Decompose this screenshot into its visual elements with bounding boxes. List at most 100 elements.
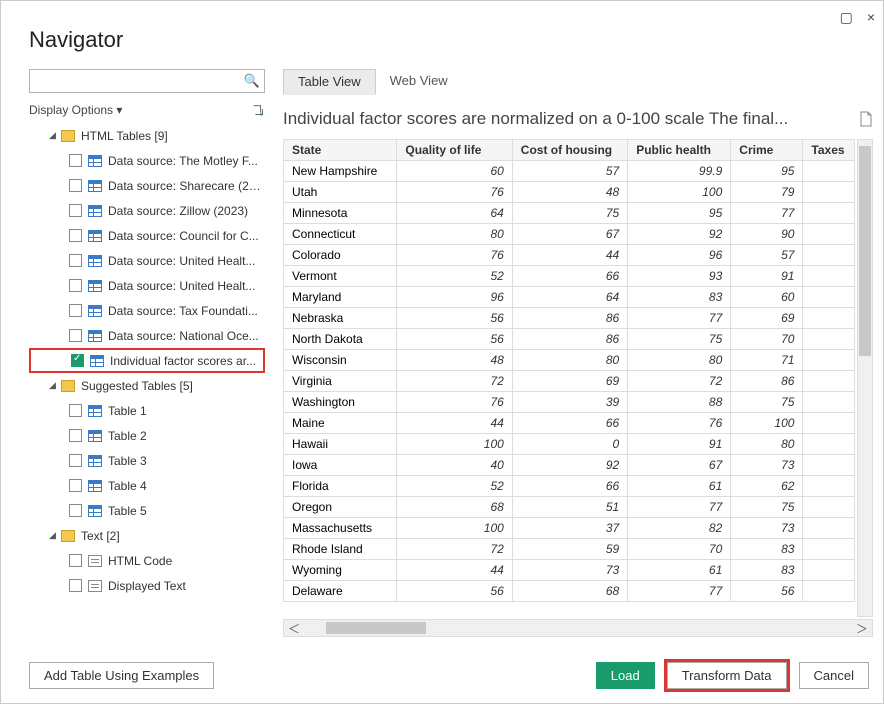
checkbox[interactable] <box>69 254 82 267</box>
checkbox[interactable] <box>69 179 82 192</box>
table-cell: 64 <box>397 203 512 224</box>
preview-options-icon[interactable] <box>859 111 873 127</box>
tree-row[interactable]: Displayed Text <box>29 573 265 598</box>
table-cell: 39 <box>512 392 627 413</box>
tree-row[interactable]: Data source: Council for C... <box>29 223 265 248</box>
close-icon[interactable]: × <box>867 9 875 26</box>
checkbox[interactable] <box>71 354 84 367</box>
tree-row[interactable]: Data source: Sharecare (20... <box>29 173 265 198</box>
tree-row[interactable]: Table 3 <box>29 448 265 473</box>
table-cell: 56 <box>397 329 512 350</box>
add-table-examples-button[interactable]: Add Table Using Examples <box>29 662 214 689</box>
table-row[interactable]: Wisconsin48808071 <box>284 350 855 371</box>
table-row[interactable]: Vermont52669391 <box>284 266 855 287</box>
table-cell: 60 <box>731 287 803 308</box>
table-row[interactable]: Minnesota64759577 <box>284 203 855 224</box>
table-row[interactable]: Florida52666162 <box>284 476 855 497</box>
tab-web-view[interactable]: Web View <box>376 69 462 95</box>
table-row[interactable]: New Hampshire605799.995 <box>284 161 855 182</box>
tree-row[interactable]: Table 4 <box>29 473 265 498</box>
table-row[interactable]: Massachusetts100378273 <box>284 518 855 539</box>
checkbox[interactable] <box>69 154 82 167</box>
table-row[interactable]: Connecticut80679290 <box>284 224 855 245</box>
table-cell: 96 <box>397 287 512 308</box>
table-row[interactable]: North Dakota56867570 <box>284 329 855 350</box>
tree-row[interactable]: Table 2 <box>29 423 265 448</box>
checkbox[interactable] <box>69 579 82 592</box>
tree-row[interactable]: Data source: The Motley F... <box>29 148 265 173</box>
checkbox[interactable] <box>69 404 82 417</box>
tab-table-view[interactable]: Table View <box>283 69 376 95</box>
scroll-left-icon[interactable]: ＜ <box>284 620 304 637</box>
search-icon[interactable]: 🔍 <box>244 73 260 89</box>
tree-row[interactable]: Data source: National Oce... <box>29 323 265 348</box>
tree-row[interactable]: ◢HTML Tables [9] <box>29 123 265 148</box>
tree-row[interactable]: Data source: Tax Foundati... <box>29 298 265 323</box>
vertical-scrollbar[interactable] <box>857 139 873 617</box>
caret-icon[interactable]: ◢ <box>49 380 59 391</box>
table-row[interactable]: Wyoming44736183 <box>284 560 855 581</box>
table-cell: 69 <box>731 308 803 329</box>
tree-row[interactable]: Data source: United Healt... <box>29 248 265 273</box>
table-cell: Colorado <box>284 245 397 266</box>
table-row[interactable]: Oregon68517775 <box>284 497 855 518</box>
display-options-dropdown[interactable]: Display Options ▾ <box>29 103 122 117</box>
refresh-icon[interactable] <box>251 103 265 117</box>
table-row[interactable]: Utah764810079 <box>284 182 855 203</box>
column-header[interactable]: Public health <box>628 140 731 161</box>
table-cell: 40 <box>397 455 512 476</box>
table-row[interactable]: Iowa40926773 <box>284 455 855 476</box>
caret-icon[interactable]: ◢ <box>49 130 59 141</box>
tree-row[interactable]: HTML Code <box>29 548 265 573</box>
checkbox[interactable] <box>69 304 82 317</box>
search-input[interactable] <box>34 74 244 88</box>
tree-row[interactable]: Table 5 <box>29 498 265 523</box>
table-row[interactable]: Virginia72697286 <box>284 371 855 392</box>
cancel-button[interactable]: Cancel <box>799 662 869 689</box>
transform-data-button[interactable]: Transform Data <box>667 662 787 689</box>
table-row[interactable]: Rhode Island72597083 <box>284 539 855 560</box>
table-cell: 56 <box>397 581 512 602</box>
table-row[interactable]: Maine446676100 <box>284 413 855 434</box>
column-header[interactable]: Crime <box>731 140 803 161</box>
table-cell: 44 <box>397 413 512 434</box>
column-header[interactable]: Taxes <box>803 140 855 161</box>
table-cell: 77 <box>731 203 803 224</box>
table-row[interactable]: Colorado76449657 <box>284 245 855 266</box>
table-cell: Rhode Island <box>284 539 397 560</box>
maximize-icon[interactable]: ▢ <box>840 9 853 26</box>
load-button[interactable]: Load <box>596 662 655 689</box>
table-cell <box>803 476 855 497</box>
checkbox[interactable] <box>69 429 82 442</box>
folder-icon <box>61 380 75 392</box>
checkbox[interactable] <box>69 479 82 492</box>
checkbox[interactable] <box>69 204 82 217</box>
table-row[interactable]: Nebraska56867769 <box>284 308 855 329</box>
table-row[interactable]: Delaware56687756 <box>284 581 855 602</box>
checkbox[interactable] <box>69 329 82 342</box>
caret-icon[interactable]: ◢ <box>49 530 59 541</box>
scroll-right-icon[interactable]: ＞ <box>852 620 872 637</box>
checkbox[interactable] <box>69 554 82 567</box>
tree-row[interactable]: ◢Suggested Tables [5] <box>29 373 265 398</box>
column-header[interactable]: Cost of housing <box>512 140 627 161</box>
column-header[interactable]: Quality of life <box>397 140 512 161</box>
horizontal-scrollbar[interactable]: ＜ ＞ <box>283 619 873 637</box>
table-row[interactable]: Hawaii10009180 <box>284 434 855 455</box>
checkbox[interactable] <box>69 454 82 467</box>
search-input-wrap[interactable]: 🔍 <box>29 69 265 93</box>
tree-row[interactable]: Data source: United Healt... <box>29 273 265 298</box>
checkbox[interactable] <box>69 229 82 242</box>
table-icon <box>88 280 102 292</box>
checkbox[interactable] <box>69 504 82 517</box>
tree-row[interactable]: Individual factor scores ar... <box>29 348 265 373</box>
checkbox[interactable] <box>69 279 82 292</box>
table-cell <box>803 497 855 518</box>
table-row[interactable]: Washington76398875 <box>284 392 855 413</box>
column-header[interactable]: State <box>284 140 397 161</box>
table-row[interactable]: Maryland96648360 <box>284 287 855 308</box>
tree-item-label: Data source: Tax Foundati... <box>108 304 258 318</box>
tree-row[interactable]: ◢Text [2] <box>29 523 265 548</box>
tree-row[interactable]: Table 1 <box>29 398 265 423</box>
tree-row[interactable]: Data source: Zillow (2023) <box>29 198 265 223</box>
